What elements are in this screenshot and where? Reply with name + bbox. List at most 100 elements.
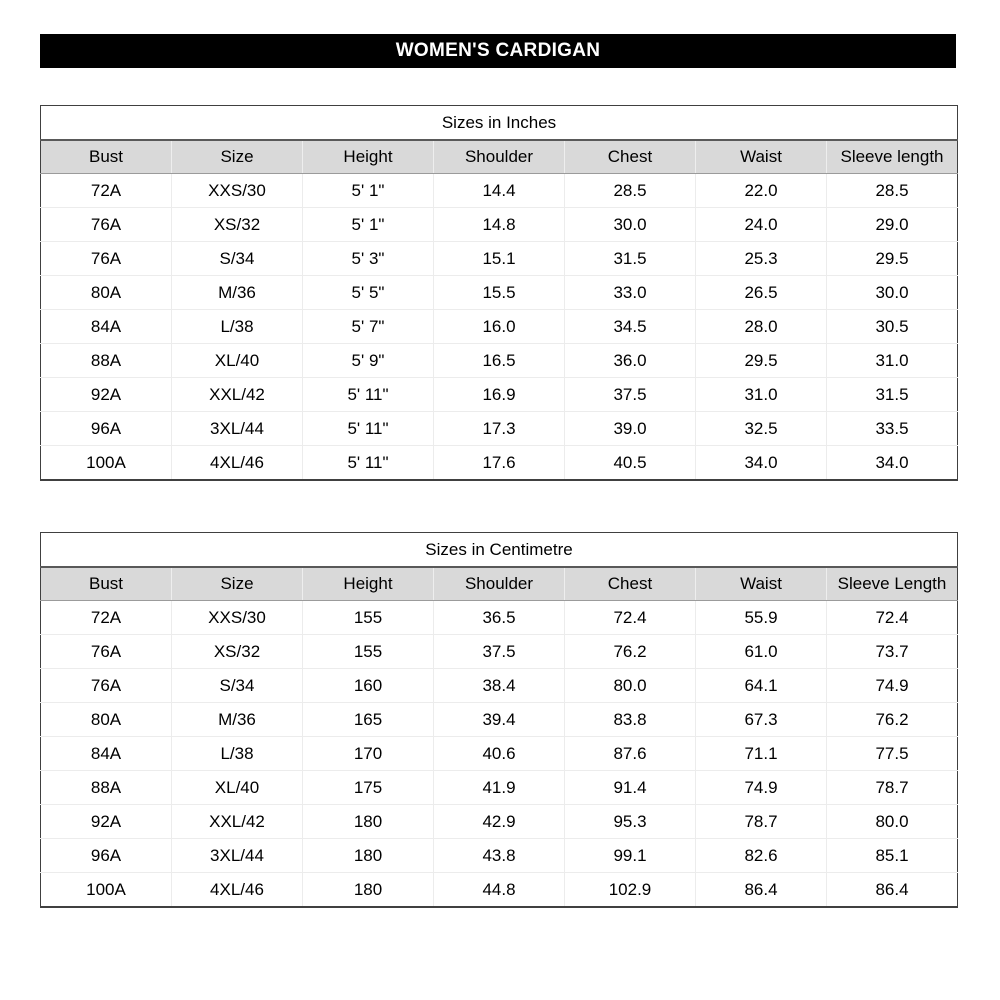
table-cell: 5' 3": [302, 241, 434, 276]
table-cell: 28.0: [695, 309, 827, 344]
table-cell: 64.1: [695, 668, 827, 703]
table-row: 76A XS/32 5' 1" 14.8 30.0 24.0 29.0: [40, 207, 958, 242]
sizes-in-centimetre-table: Sizes in Centimetre Bust Size Height Should…: [40, 532, 958, 908]
table-cell: 3XL/44: [171, 838, 303, 873]
table-cell: 16.9: [433, 377, 565, 412]
table-cell: 91.4: [564, 770, 696, 805]
table-cell: 34.0: [826, 445, 958, 480]
table-cell: 61.0: [695, 634, 827, 669]
table-cell: 72.4: [826, 600, 958, 635]
table-cell: 76A: [40, 241, 172, 276]
table-cell: 92A: [40, 377, 172, 412]
table-cell: 29.0: [826, 207, 958, 242]
table-row: 96A 3XL/44 180 43.8 99.1 82.6 85.1: [40, 838, 958, 873]
table-cell: 85.1: [826, 838, 958, 873]
sizes-in-inches-table: Sizes in Inches Bust Size Height Shoulder Ch…: [40, 105, 958, 481]
table-cell: 180: [302, 838, 434, 873]
table-cell: 88A: [40, 770, 172, 805]
table-row: 84A L/38 170 40.6 87.6 71.1 77.5: [40, 736, 958, 771]
table-cell: S/34: [171, 668, 303, 703]
table-cell: 3XL/44: [171, 411, 303, 446]
table-cell: 100A: [40, 445, 172, 480]
table-row: 80A M/36 5' 5" 15.5 33.0 26.5 30.0: [40, 275, 958, 310]
table-cell: 15.1: [433, 241, 565, 276]
table-row: 96A 3XL/44 5' 11" 17.3 39.0 32.5 33.5: [40, 411, 958, 446]
table-cell: 76A: [40, 634, 172, 669]
table-cell: 155: [302, 634, 434, 669]
table-cell: XS/32: [171, 634, 303, 669]
table-cell: 155: [302, 600, 434, 635]
column-header: Bust: [40, 567, 172, 601]
table-cell: 14.4: [433, 173, 565, 208]
table-cell: XL/40: [171, 770, 303, 805]
table-cell: 34.5: [564, 309, 696, 344]
column-header: Waist: [695, 567, 827, 601]
table-cell: 71.1: [695, 736, 827, 771]
column-header: Bust: [40, 140, 172, 174]
table-cell: 55.9: [695, 600, 827, 635]
table-cell: 4XL/46: [171, 445, 303, 480]
column-header: Chest: [564, 567, 696, 601]
table-cell: 5' 11": [302, 411, 434, 446]
column-header: Chest: [564, 140, 696, 174]
table-cell: 99.1: [564, 838, 696, 873]
table-cell: 40.6: [433, 736, 565, 771]
table-cell: 5' 5": [302, 275, 434, 310]
table-cell: 37.5: [433, 634, 565, 669]
table-cell: 4XL/46: [171, 872, 303, 907]
table-cell: 30.0: [564, 207, 696, 242]
table-cell: 88A: [40, 343, 172, 378]
column-header: Size: [171, 140, 303, 174]
table-cell: XL/40: [171, 343, 303, 378]
table-row: 100A 4XL/46 180 44.8 102.9 86.4 86.4: [40, 872, 958, 907]
table-cell: 22.0: [695, 173, 827, 208]
table-cell: 25.3: [695, 241, 827, 276]
table-cell: 39.4: [433, 702, 565, 737]
table-cell: L/38: [171, 736, 303, 771]
table-cell: 38.4: [433, 668, 565, 703]
table-cell: 15.5: [433, 275, 565, 310]
table-cell: 31.0: [826, 343, 958, 378]
table-cell: 76.2: [826, 702, 958, 737]
table-cell: 16.5: [433, 343, 565, 378]
column-header: Waist: [695, 140, 827, 174]
table-cell: 86.4: [695, 872, 827, 907]
table-cell: 95.3: [564, 804, 696, 839]
table-cell: 96A: [40, 838, 172, 873]
table-cell: 30.0: [826, 275, 958, 310]
column-header: Shoulder: [433, 567, 565, 601]
table-cell: 67.3: [695, 702, 827, 737]
table-cell: 36.5: [433, 600, 565, 635]
table-cell: 72A: [40, 173, 172, 208]
table-cell: 41.9: [433, 770, 565, 805]
table-cell: 36.0: [564, 343, 696, 378]
table-cell: 180: [302, 804, 434, 839]
table-cell: 77.5: [826, 736, 958, 771]
table-cell: 74.9: [695, 770, 827, 805]
table-cell: 165: [302, 702, 434, 737]
table-cell: 180: [302, 872, 434, 907]
table-cell: 80A: [40, 275, 172, 310]
table-cell: 74.9: [826, 668, 958, 703]
table-cell: 78.7: [695, 804, 827, 839]
table-row: 84A L/38 5' 7" 16.0 34.5 28.0 30.5: [40, 309, 958, 344]
table-body: 72A XXS/30 5' 1" 14.4 28.5 22.0 28.5 76A XS/32 5'…: [40, 173, 958, 480]
table-cell: 37.5: [564, 377, 696, 412]
table-cell: 28.5: [564, 173, 696, 208]
table-cell: 5' 9": [302, 343, 434, 378]
table-cell: 170: [302, 736, 434, 771]
table-cell: 26.5: [695, 275, 827, 310]
table-cell: L/38: [171, 309, 303, 344]
table-cell: 43.8: [433, 838, 565, 873]
table-cell: 24.0: [695, 207, 827, 242]
table-cell: 86.4: [826, 872, 958, 907]
table-cell: 32.5: [695, 411, 827, 446]
table-header-row: Bust Size Height Shoulder Chest Waist Sleeve L…: [40, 567, 958, 601]
table-row: 88A XL/40 175 41.9 91.4 74.9 78.7: [40, 770, 958, 805]
table-cell: 96A: [40, 411, 172, 446]
table-cell: 5' 11": [302, 445, 434, 480]
column-header: Height: [302, 140, 434, 174]
table-cell: 73.7: [826, 634, 958, 669]
table-cell: 72.4: [564, 600, 696, 635]
table-cell: 17.3: [433, 411, 565, 446]
